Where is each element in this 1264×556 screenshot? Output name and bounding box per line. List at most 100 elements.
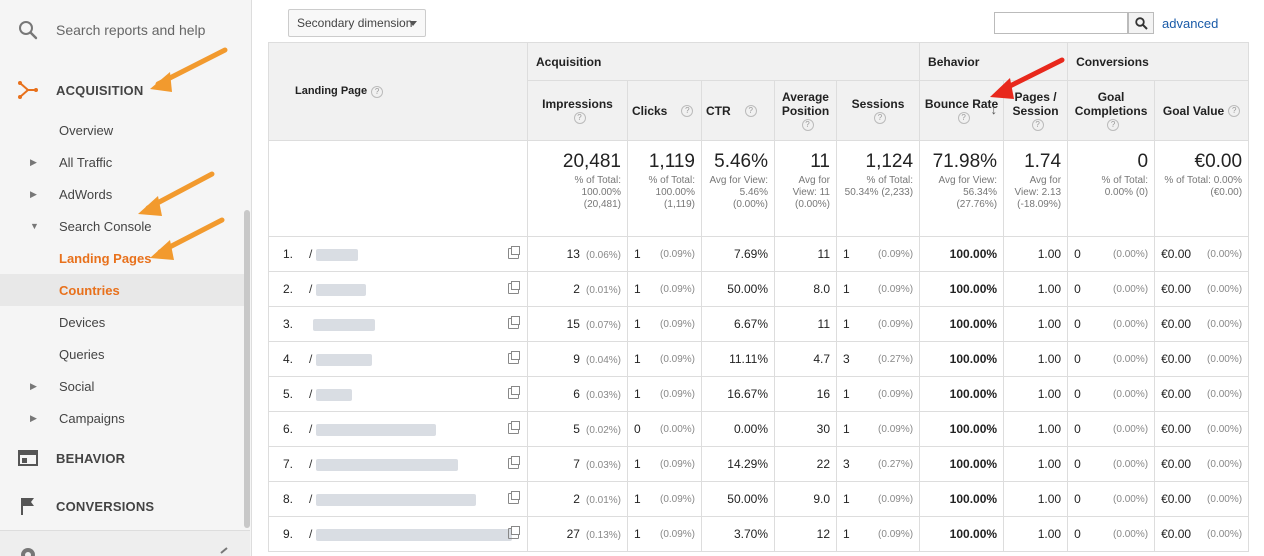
nav-campaigns[interactable]: ▶ Campaigns	[0, 402, 244, 434]
table-row[interactable]: 8. / 2 (0.01%) 1 (0.09%) 50.00% 9.0 1 (0.09%) 100.…	[268, 481, 1250, 517]
external-link-icon[interactable]	[508, 246, 520, 259]
ctr-cell: 0.00%	[701, 411, 775, 447]
nav-adwords-label: AdWords	[59, 186, 113, 202]
external-link-icon[interactable]	[508, 386, 520, 399]
header-average-position[interactable]: Average Position?	[774, 80, 837, 141]
landing-page-cell[interactable]: 5. /	[268, 376, 528, 412]
header-landing-page[interactable]: Landing Page?	[268, 42, 528, 141]
table-row[interactable]: 5. / 6 (0.03%) 1 (0.09%) 16.67% 16 1 (0.09%) 100.0…	[268, 376, 1250, 412]
table-search-input[interactable]	[994, 12, 1128, 34]
header-pages-session[interactable]: Pages / Session?	[1003, 80, 1069, 141]
header-sessions-label: Sessions	[851, 96, 905, 111]
nav-devices[interactable]: Devices	[0, 306, 244, 338]
table-search-button[interactable]	[1128, 12, 1154, 34]
table-row[interactable]: 6. / 5 (0.02%) 0 (0.00%) 0.00% 30 1 (0.09%) 100.00…	[268, 411, 1250, 447]
sessions-pct: (0.09%)	[878, 248, 914, 260]
external-link-icon[interactable]	[508, 421, 520, 434]
help-icon[interactable]: ?	[1107, 119, 1120, 132]
external-link-icon[interactable]	[508, 316, 520, 329]
landing-page-cell[interactable]: 4. /	[268, 341, 528, 377]
external-link-icon[interactable]	[508, 491, 520, 504]
landing-page-link[interactable]: /	[309, 387, 313, 401]
help-icon[interactable]: ?	[681, 105, 694, 118]
nav-all-traffic[interactable]: ▶ All Traffic	[0, 146, 244, 178]
avg-position-cell: 8.0	[774, 271, 837, 307]
sort-descending-icon[interactable]: ↓	[990, 102, 998, 117]
nav-countries[interactable]: Countries	[0, 274, 244, 306]
clicks-cell: 1 (0.09%)	[627, 341, 702, 377]
table-row[interactable]: 2. / 2 (0.01%) 1 (0.09%) 50.00% 8.0 1 (0.09%) 100.…	[268, 271, 1250, 307]
header-sessions[interactable]: Sessions?	[835, 80, 921, 141]
bounce-rate-value: 100.00%	[949, 422, 998, 436]
external-link-icon[interactable]	[508, 526, 520, 539]
table-row[interactable]: 7. / 7 (0.03%) 1 (0.09%) 14.29% 22 3 (0.27%) 100.0…	[268, 446, 1250, 482]
nav-behavior[interactable]: BEHAVIOR	[0, 436, 250, 480]
external-link-icon[interactable]	[508, 281, 520, 294]
help-icon[interactable]: ?	[801, 119, 814, 132]
ctr-cell: 3.70%	[701, 516, 775, 552]
landing-page-link[interactable]: /	[309, 457, 313, 471]
header-clicks[interactable]: Clicks?	[627, 80, 702, 141]
nav-adwords[interactable]: ▶ AdWords	[0, 178, 244, 210]
sidebar-search[interactable]: Search reports and help	[0, 0, 250, 60]
total-sub: Avg for View: 5.46% (0.00%)	[709, 175, 768, 210]
help-icon[interactable]: ?	[874, 112, 887, 125]
ctr-value: 50.00%	[727, 282, 768, 296]
nav-devices-label: Devices	[59, 314, 106, 330]
nav-conversions[interactable]: CONVERSIONS	[0, 484, 250, 528]
bounce-rate-cell: 100.00%	[919, 481, 1005, 517]
header-ctr[interactable]: CTR?	[701, 80, 775, 141]
help-icon[interactable]: ?	[1228, 105, 1241, 118]
nav-search-console[interactable]: ▼ Search Console	[0, 210, 244, 242]
landing-page-link[interactable]: /	[309, 352, 313, 366]
goal-completions-value: 0	[1074, 352, 1081, 366]
landing-page-link[interactable]: /	[309, 247, 313, 261]
pages-session-cell: 1.00	[1003, 271, 1069, 307]
help-icon[interactable]: ?	[573, 112, 586, 125]
help-icon[interactable]: ?	[371, 85, 384, 98]
impressions-value: 6	[573, 387, 580, 401]
landing-page-cell[interactable]: 8. /	[268, 481, 528, 517]
landing-page-link[interactable]: /	[309, 422, 313, 436]
landing-page-link[interactable]: /	[309, 527, 313, 541]
expand-icon: ▶	[30, 380, 37, 391]
landing-page-link[interactable]: /	[309, 282, 313, 296]
header-impressions[interactable]: Impressions?	[527, 80, 628, 141]
advanced-link[interactable]: advanced	[1162, 16, 1219, 31]
ctr-value: 7.69%	[733, 247, 768, 261]
sidebar-scrollbar[interactable]	[244, 210, 250, 528]
avg-position-cell: 12	[774, 516, 837, 552]
external-link-icon[interactable]	[508, 351, 520, 364]
bounce-rate-value: 100.00%	[949, 352, 998, 366]
external-link-icon[interactable]	[508, 456, 520, 469]
nav-landing-pages[interactable]: Landing Pages	[0, 242, 244, 274]
table-row[interactable]: 1./13 (0.06%) 1 (0.09%) 7.69% 11 1 (0.09%) 100.0…	[268, 236, 1250, 272]
nav-overview[interactable]: Overview	[0, 114, 244, 146]
table-row[interactable]: 4. / 9 (0.04%) 1 (0.09%) 11.11% 4.7 3 (0.27%) 100.…	[268, 341, 1250, 377]
landing-page-cell[interactable]: 7. /	[268, 446, 528, 482]
landing-page-cell[interactable]: 9. /	[268, 516, 528, 552]
header-bounce-rate[interactable]: Bounce Rate? ↓	[919, 80, 1005, 141]
landing-page-link[interactable]: /	[309, 492, 313, 506]
landing-page-cell[interactable]: 2. /	[268, 271, 528, 307]
secondary-dimension-dropdown[interactable]: Secondary dimension	[288, 9, 426, 37]
header-goal-completions[interactable]: Goal Completions?	[1067, 80, 1156, 141]
group-conversions: Conversions	[1067, 42, 1250, 81]
avg-position-cell: 30	[774, 411, 837, 447]
help-icon[interactable]: ?	[957, 112, 970, 125]
header-goal-value[interactable]: Goal Value?	[1154, 80, 1250, 141]
collapse-sidebar-icon[interactable]	[218, 547, 230, 556]
landing-page-cell[interactable]: 1. /	[268, 236, 528, 272]
gear-icon[interactable]	[18, 545, 38, 556]
goal-value-pct: (0.00%)	[1207, 248, 1243, 260]
help-icon[interactable]: ?	[744, 105, 757, 118]
help-icon[interactable]: ?	[1031, 119, 1044, 132]
table-row[interactable]: 9. / 27 (0.13%) 1 (0.09%) 3.70% 12 1 (0.09%) 100.0…	[268, 516, 1250, 552]
landing-page-cell[interactable]: 6. /	[268, 411, 528, 447]
header-ctr-label: CTR	[706, 103, 731, 118]
nav-social[interactable]: ▶ Social	[0, 370, 244, 402]
nav-queries[interactable]: Queries	[0, 338, 244, 370]
table-row[interactable]: 3. 15 (0.07%) 1 (0.09%) 6.67% 11 1 (0.09%) 100.00…	[268, 306, 1250, 342]
nav-acquisition[interactable]: ACQUISITION	[0, 68, 250, 112]
landing-page-cell[interactable]: 3.	[268, 306, 528, 342]
